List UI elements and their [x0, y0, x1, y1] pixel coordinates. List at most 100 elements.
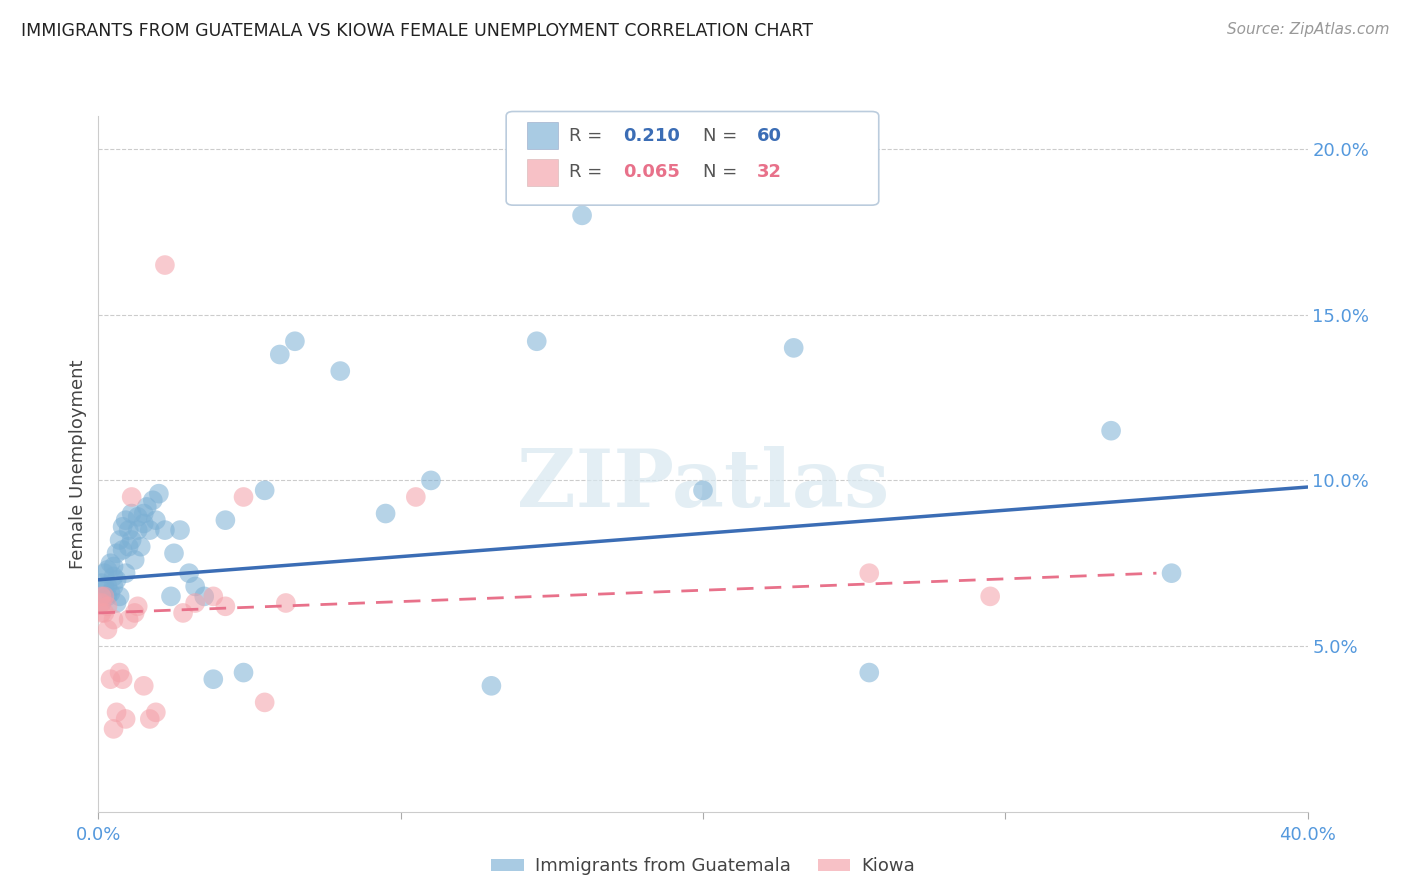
Point	[253, 483, 276, 498]
Point	[284, 334, 307, 349]
Text: N =: N =	[703, 163, 742, 181]
Point	[100, 672, 122, 686]
Point	[108, 665, 131, 680]
Point	[103, 569, 125, 583]
Point	[118, 540, 141, 554]
Point	[100, 556, 122, 570]
Point	[93, 566, 115, 581]
Point	[202, 590, 225, 604]
Legend: Immigrants from Guatemala, Kiowa: Immigrants from Guatemala, Kiowa	[484, 850, 922, 883]
Point	[274, 596, 297, 610]
Point	[108, 590, 131, 604]
Point	[1099, 424, 1122, 438]
Point	[121, 533, 143, 547]
Point	[114, 566, 136, 581]
Point	[96, 563, 118, 577]
Point	[129, 540, 152, 554]
Point	[202, 672, 225, 686]
Point	[405, 490, 427, 504]
Point	[132, 679, 155, 693]
Point	[105, 546, 128, 560]
Point	[90, 590, 112, 604]
Point	[526, 334, 548, 349]
Point	[93, 606, 115, 620]
Point	[93, 590, 115, 604]
Point	[232, 490, 254, 504]
Point	[118, 523, 141, 537]
Point	[90, 576, 112, 591]
Point	[184, 579, 207, 593]
Point	[145, 513, 167, 527]
Text: R =: R =	[569, 163, 609, 181]
Point	[979, 590, 1001, 604]
Point	[111, 543, 134, 558]
Point	[103, 613, 125, 627]
Point	[108, 533, 131, 547]
Text: ZIPatlas: ZIPatlas	[517, 446, 889, 524]
Point	[135, 500, 157, 514]
Point	[420, 474, 443, 488]
Point	[1160, 566, 1182, 581]
Point	[105, 573, 128, 587]
Point	[858, 566, 880, 581]
Point	[571, 208, 593, 222]
Point	[184, 596, 207, 610]
Text: 60: 60	[756, 127, 782, 145]
Point	[114, 513, 136, 527]
Text: 0.065: 0.065	[623, 163, 679, 181]
Point	[90, 596, 112, 610]
Point	[90, 606, 112, 620]
Point	[96, 579, 118, 593]
Point	[139, 712, 162, 726]
Text: N =: N =	[703, 127, 742, 145]
Point	[374, 507, 396, 521]
Point	[481, 679, 503, 693]
Point	[111, 520, 134, 534]
Point	[93, 579, 115, 593]
Point	[105, 706, 128, 720]
Point	[96, 599, 118, 614]
Point	[127, 509, 149, 524]
Point	[145, 706, 167, 720]
Text: 32: 32	[756, 163, 782, 181]
Point	[90, 596, 112, 610]
Point	[103, 722, 125, 736]
Point	[858, 665, 880, 680]
Point	[169, 523, 191, 537]
Point	[121, 507, 143, 521]
Point	[139, 523, 162, 537]
Point	[111, 672, 134, 686]
Point	[148, 486, 170, 500]
Point	[193, 590, 215, 604]
Text: R =: R =	[569, 127, 609, 145]
Point	[132, 516, 155, 531]
Point	[163, 546, 186, 560]
Point	[96, 590, 118, 604]
Text: Source: ZipAtlas.com: Source: ZipAtlas.com	[1226, 22, 1389, 37]
Point	[329, 364, 352, 378]
Point	[124, 606, 146, 620]
Point	[253, 695, 276, 709]
Point	[153, 258, 176, 272]
Point	[179, 566, 201, 581]
Point	[100, 586, 122, 600]
Point	[118, 613, 141, 627]
Point	[103, 579, 125, 593]
Point	[232, 665, 254, 680]
Point	[121, 490, 143, 504]
Point	[783, 341, 806, 355]
Point	[160, 590, 183, 604]
Point	[127, 523, 149, 537]
Point	[103, 559, 125, 574]
Point	[127, 599, 149, 614]
Point	[142, 493, 165, 508]
Point	[214, 513, 236, 527]
Point	[124, 553, 146, 567]
Point	[132, 507, 155, 521]
Point	[114, 712, 136, 726]
Point	[269, 347, 291, 361]
Point	[172, 606, 194, 620]
Point	[153, 523, 176, 537]
Point	[692, 483, 714, 498]
Text: 0.210: 0.210	[623, 127, 679, 145]
